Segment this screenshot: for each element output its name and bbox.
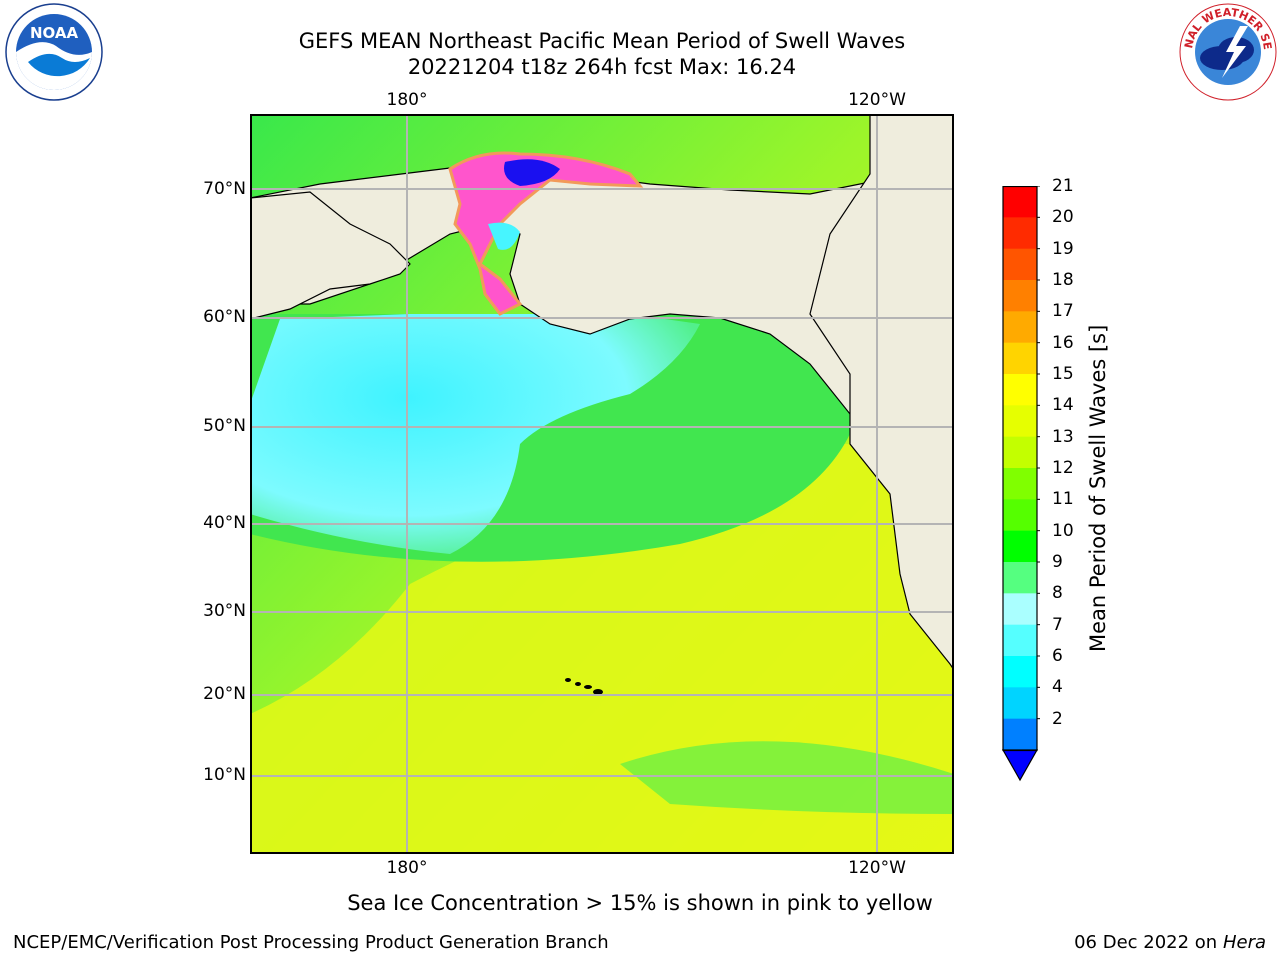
ocean-tropical-green-band [620,741,954,814]
colorbar-swatch [1003,718,1037,751]
lat-label-20n: 20°N [203,684,246,704]
lon-label-bottom-120w: 120°W [848,858,906,878]
footer-credit: NCEP/EMC/Verification Post Processing Pr… [13,932,609,953]
colorbar-swatch [1003,499,1037,532]
lat-label-70n: 70°N [203,179,246,199]
colorbar-tick-label: 19 [1052,238,1074,259]
colorbar-tick-label: 7 [1052,614,1063,635]
colorbar-tick-labels: 21 20 19 18 17 16 15 14 13 12 11 10 9 8 7 6 4 2 [1052,0,1112,960]
sea-ice-note: Sea Ice Concentration > 15% is shown in … [347,891,933,915]
map-frame [250,114,954,854]
noaa-logo: NOAA [4,2,104,102]
colorbar-tick-label: 17 [1052,301,1074,322]
colorbar-tick-label: 15 [1052,364,1074,384]
colorbar-tick-label: 11 [1052,489,1074,510]
sea-ice-cyan-inlet [488,222,520,250]
colorbar-swatch [1003,687,1037,720]
colorbar-tick-label: 12 [1052,458,1074,478]
colorbar-swatch [1003,593,1037,626]
footer-date: 06 Dec 2022 on Hera [1074,932,1266,953]
lon-label-top-180: 180° [386,90,428,110]
colorbar-tick-label: 6 [1052,646,1063,666]
lat-label-10n: 10°N [203,765,246,785]
colorbar-tick-label: 8 [1052,583,1063,604]
colorbar-swatch [1003,280,1037,312]
chart-title-line-2: 20221204 t18z 264h fcst Max: 16.24 [407,55,797,79]
colorbar-swatch [1003,248,1037,281]
nws-logo: NATIONAL WEATHER SERVICE [1173,0,1278,102]
chart-title-line-1: GEFS MEAN Northeast Pacific Mean Period … [298,29,906,53]
lon-label-top-120w: 120°W [848,90,906,110]
colorbar-swatch [1003,186,1037,218]
hawaii-islands [565,678,603,695]
land-siberia [249,191,411,320]
lat-label-40n: 40°N [203,513,246,533]
map-panel [249,113,955,854]
colorbar-tick-label: 10 [1052,520,1074,541]
colorbar-extend-triangle [1001,749,1039,782]
colorbar-swatch [1003,342,1037,375]
colorbar-tick-label: 9 [1052,552,1063,572]
colorbar-swatch [1003,530,1037,563]
colorbar-tick-label: 14 [1052,395,1074,416]
colorbar-swatch [1003,311,1037,344]
colorbar-tick-label: 16 [1052,332,1074,353]
colorbar-swatch [1003,374,1037,406]
colorbar-tick-label: 18 [1052,270,1074,290]
colorbar-tick-label: 20 [1052,207,1074,228]
colorbar-tick-label: 2 [1052,708,1063,729]
footer-date-text: 06 Dec 2022 on [1074,932,1218,953]
colorbar-swatch [1003,624,1037,657]
map-gridlines [250,114,954,854]
colorbar [1000,185,1040,784]
noaa-logo-text: NOAA [30,24,79,42]
colorbar-tick-label: 13 [1052,426,1074,447]
colorbar-swatch [1003,217,1037,250]
colorbar-tick-label: 21 [1052,176,1074,196]
lat-label-30n: 30°N [203,601,246,621]
lat-label-60n: 60°N [203,307,246,327]
lat-label-50n: 50°N [203,416,246,436]
colorbar-swatch [1003,405,1037,438]
colorbar-title: Mean Period of Swell Waves [s] [1086,324,1110,652]
sea-ice-core [504,159,560,186]
ocean-low-period-zone [250,314,700,554]
sea-ice-region [448,151,644,316]
colorbar-swatch [1003,468,1037,500]
colorbar-swatch [1003,656,1037,688]
lon-label-bottom-180: 180° [386,858,428,878]
colorbar-swatch [1003,562,1037,594]
land-north-america-west [809,113,955,672]
footer-machine: Hera [1222,932,1266,953]
colorbar-swatch [1003,436,1037,469]
colorbar-tick-label: 4 [1052,677,1063,698]
